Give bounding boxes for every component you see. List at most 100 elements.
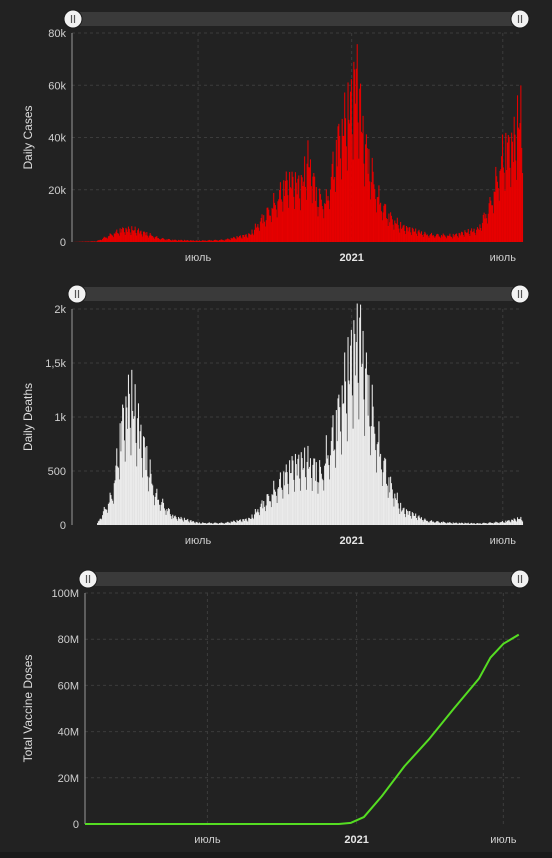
daily-bar	[348, 380, 350, 525]
daily-bar	[161, 502, 163, 525]
daily-bar	[446, 235, 448, 242]
daily-bar	[346, 170, 348, 242]
daily-bar	[131, 226, 133, 242]
daily-bar	[195, 240, 197, 242]
range-slider-right-handle[interactable]	[510, 9, 530, 29]
range-slider-left-handle[interactable]	[78, 569, 98, 589]
daily-bar	[481, 230, 483, 242]
daily-bar	[285, 464, 287, 525]
daily-bar	[314, 458, 316, 525]
vaccine-doses-range-slider[interactable]	[78, 569, 530, 589]
daily-bar	[211, 240, 213, 242]
daily-bar	[179, 240, 181, 242]
daily-bar	[357, 122, 359, 242]
daily-bar	[388, 213, 390, 242]
daily-bar	[292, 176, 294, 242]
daily-bar	[482, 522, 484, 525]
daily-bar	[335, 410, 337, 525]
daily-bar	[196, 522, 198, 525]
daily-bar	[500, 169, 502, 242]
daily-bar	[430, 234, 432, 242]
range-slider-right-handle[interactable]	[510, 569, 530, 589]
daily-bar	[261, 214, 263, 242]
daily-bar	[498, 523, 500, 525]
daily-bar	[496, 176, 498, 242]
daily-bar	[390, 212, 392, 242]
daily-bar	[111, 235, 113, 242]
slider-handle-icon[interactable]	[510, 9, 530, 29]
daily-cases-range-slider[interactable]	[63, 9, 530, 29]
daily-bar	[310, 478, 312, 525]
daily-bar	[197, 240, 199, 242]
range-slider-track[interactable]	[77, 287, 520, 301]
daily-bar	[279, 479, 281, 525]
daily-bar	[261, 500, 263, 525]
slider-handle-icon[interactable]	[63, 9, 83, 29]
daily-bar	[193, 521, 195, 525]
daily-bar	[206, 241, 208, 242]
daily-bar	[371, 157, 373, 242]
daily-bar	[179, 519, 181, 525]
daily-bar	[462, 523, 464, 525]
daily-bar	[245, 234, 247, 242]
daily-bar	[233, 521, 236, 525]
daily-bar	[446, 522, 448, 525]
daily-bar	[204, 240, 206, 242]
daily-bar	[280, 487, 282, 525]
daily-bar	[509, 521, 511, 525]
daily-bar	[132, 410, 134, 525]
daily-bar	[439, 236, 441, 242]
daily-deaths-y-ticks: 0 500 1k 1,5k 2k	[45, 304, 66, 532]
vaccine-doses-gridlines	[84, 592, 522, 824]
daily-bar	[85, 241, 87, 242]
y-tick-label: 500	[48, 466, 66, 478]
daily-bar	[259, 230, 261, 242]
daily-bar	[338, 394, 340, 525]
daily-bar	[426, 234, 428, 242]
daily-bar	[149, 233, 151, 242]
daily-bar	[288, 494, 290, 525]
range-slider-left-handle[interactable]	[63, 9, 83, 29]
slider-handle-icon[interactable]	[510, 284, 530, 304]
daily-bar	[466, 233, 468, 242]
daily-bar	[94, 241, 96, 242]
daily-bar	[114, 233, 116, 242]
daily-bar	[456, 522, 458, 525]
slider-handle-icon[interactable]	[67, 284, 87, 304]
daily-bar	[355, 68, 357, 242]
range-slider-right-handle[interactable]	[510, 284, 530, 304]
slider-handle-icon[interactable]	[510, 569, 530, 589]
daily-bar	[232, 521, 234, 525]
daily-bar	[177, 240, 179, 242]
daily-bar	[447, 235, 449, 242]
range-slider-left-handle[interactable]	[67, 284, 87, 304]
range-slider-track[interactable]	[88, 572, 520, 586]
daily-bar	[475, 524, 477, 525]
daily-bar	[304, 447, 306, 525]
daily-deaths-range-slider[interactable]	[67, 284, 530, 304]
daily-bar	[506, 142, 509, 242]
daily-bar	[423, 519, 425, 525]
daily-bar	[113, 233, 115, 242]
daily-bar	[92, 241, 94, 242]
daily-bar	[221, 522, 223, 525]
daily-bar	[504, 190, 506, 242]
daily-bar	[137, 403, 140, 525]
daily-bar	[309, 466, 311, 525]
daily-bar	[199, 240, 201, 242]
slider-handle-icon[interactable]	[78, 569, 98, 589]
daily-bar	[347, 82, 349, 242]
daily-bar	[451, 523, 453, 525]
daily-bar	[370, 426, 372, 525]
daily-bar	[256, 511, 258, 525]
range-slider-track[interactable]	[73, 12, 520, 26]
daily-bar	[290, 473, 292, 525]
daily-bar	[144, 232, 146, 242]
daily-bar	[347, 337, 349, 525]
daily-bar	[206, 523, 208, 525]
daily-bar	[103, 236, 105, 242]
daily-bar	[257, 509, 259, 525]
daily-bar	[178, 518, 180, 525]
daily-bar	[320, 199, 322, 242]
daily-bar	[109, 492, 111, 525]
